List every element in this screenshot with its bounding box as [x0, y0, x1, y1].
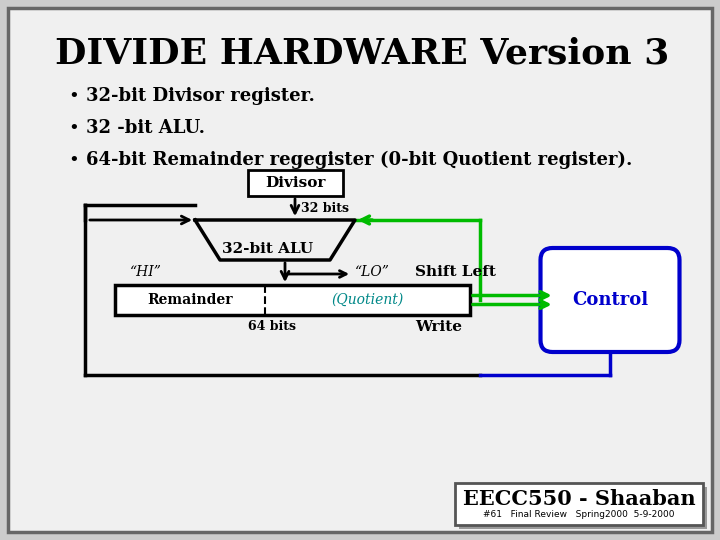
Bar [248, 170, 343, 196]
Text: 64 bits: 64 bits [248, 320, 297, 333]
Text: Shift Left: Shift Left [415, 265, 496, 279]
FancyBboxPatch shape [8, 8, 712, 532]
Text: EECC550 - Shaaban: EECC550 - Shaaban [463, 489, 696, 509]
Text: Control: Control [572, 291, 648, 309]
Text: DIVIDE HARDWARE Version 3: DIVIDE HARDWARE Version 3 [55, 37, 670, 71]
FancyBboxPatch shape [541, 248, 680, 352]
Text: 32 bits: 32 bits [301, 201, 349, 214]
Text: “LO”: “LO” [355, 265, 390, 279]
Bar [115, 285, 470, 315]
Text: Write: Write [415, 320, 462, 334]
Text: (Quotient): (Quotient) [331, 293, 404, 307]
Text: Remainder: Remainder [148, 293, 233, 307]
Text: •: • [68, 151, 78, 169]
Text: 32-bit ALU: 32-bit ALU [222, 242, 313, 256]
Bar [455, 483, 703, 525]
Text: •: • [68, 87, 78, 105]
Text: 32-bit Divisor register.: 32-bit Divisor register. [86, 87, 315, 105]
Text: •: • [68, 119, 78, 137]
Text: 32 -bit ALU.: 32 -bit ALU. [86, 119, 205, 137]
Text: “HI”: “HI” [130, 265, 162, 279]
Text: #61   Final Review   Spring2000  5-9-2000: #61 Final Review Spring2000 5-9-2000 [483, 510, 675, 519]
Bar [459, 487, 707, 529]
Text: 64-bit Remainder regegister (0-bit Quotient register).: 64-bit Remainder regegister (0-bit Quoti… [86, 151, 632, 169]
Text: Divisor: Divisor [265, 176, 325, 190]
